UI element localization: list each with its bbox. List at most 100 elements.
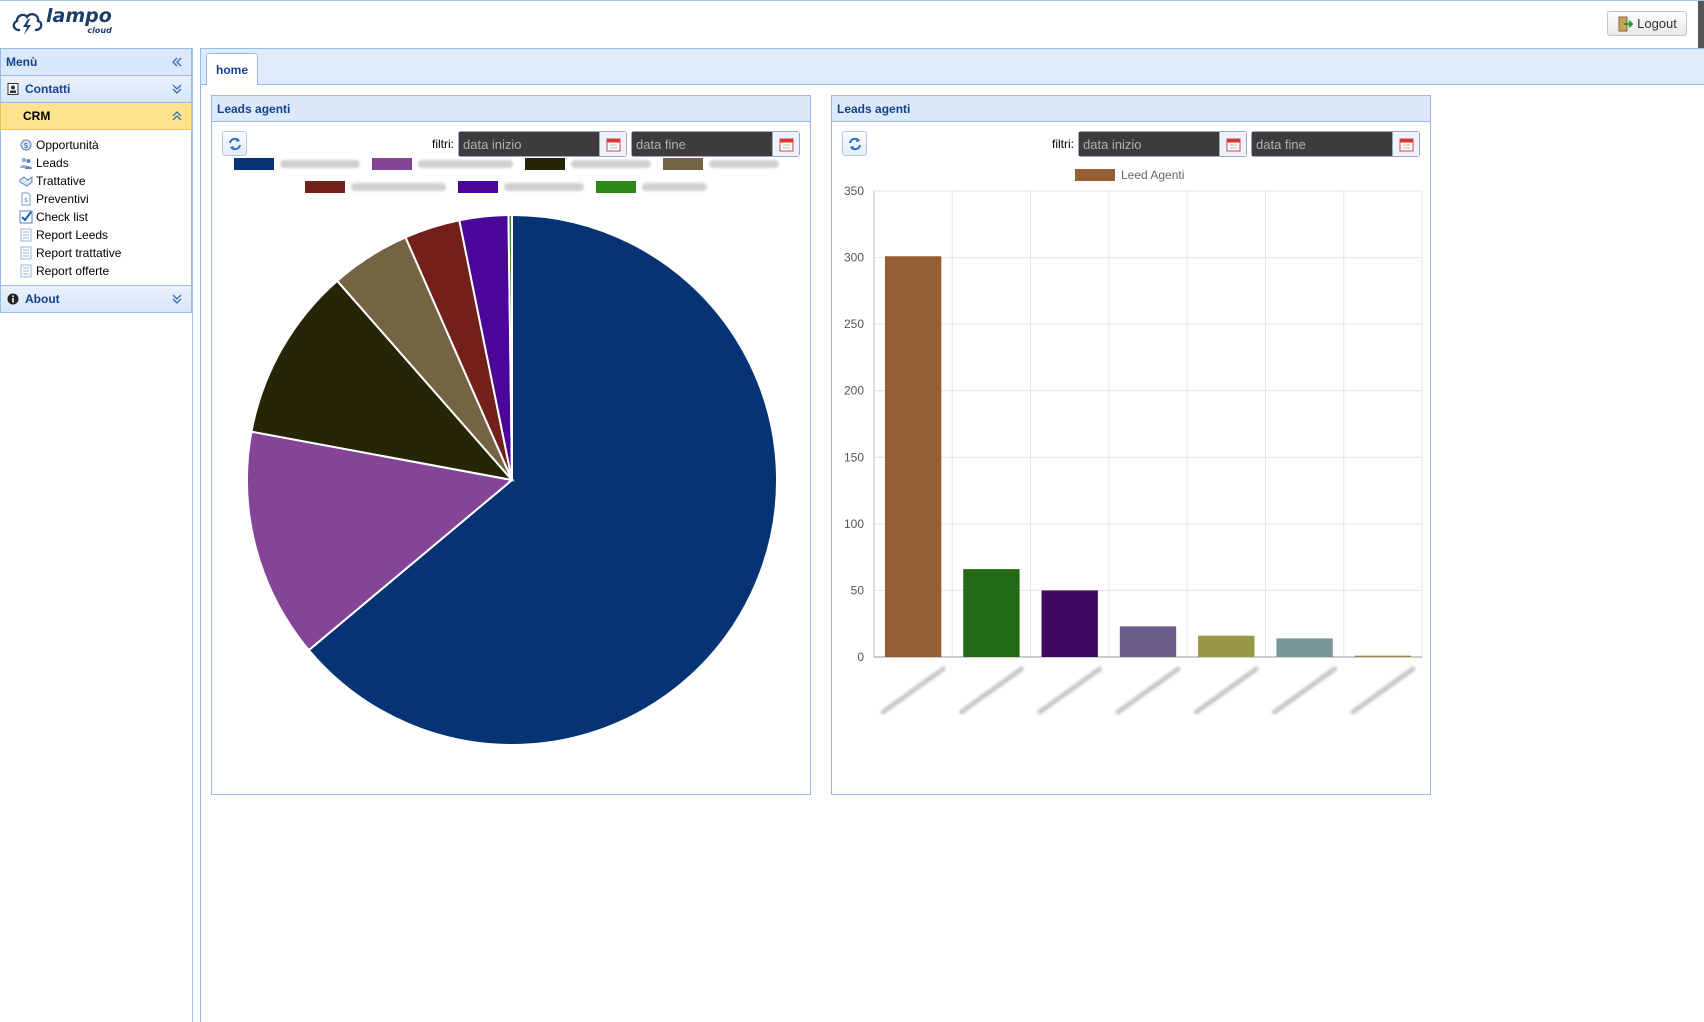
y-tick-label: 300 (844, 251, 864, 265)
sidebar-item-report-offerte[interactable]: Report offerte (1, 262, 191, 280)
calendar-icon[interactable] (599, 132, 626, 156)
legend-label-obscured (351, 183, 446, 191)
sidebar-item-label: Report Leeds (36, 228, 109, 242)
end-date-field[interactable] (631, 131, 800, 157)
sidebar-item-report-leeds[interactable]: Report Leeds (1, 226, 191, 244)
sidebar-section-label: About (25, 292, 60, 306)
calendar-icon[interactable] (1392, 132, 1419, 156)
panel-title: Leads agenti (832, 96, 1430, 122)
refresh-button[interactable] (222, 131, 247, 156)
sidebar-item-opportunita[interactable]: $ Opportunità (1, 136, 191, 154)
legend-label-obscured (279, 160, 360, 168)
end-date-input[interactable] (1252, 132, 1392, 156)
pie-slice[interactable] (250, 279, 515, 482)
legend-swatch (662, 158, 703, 170)
logout-button[interactable]: Logout (1607, 11, 1687, 36)
pie-legend-item (371, 158, 513, 170)
bar[interactable] (1198, 635, 1255, 657)
report-icon (19, 228, 33, 242)
leads-agenti-bar-panel: Leads agenti filtri: Leed Agenti 0 50 100 1… (831, 95, 1431, 795)
tab-home[interactable]: home (206, 53, 258, 85)
sidebar-item-label: Check list (36, 210, 89, 224)
y-tick-label: 350 (844, 184, 864, 198)
sidebar-section-contatti[interactable]: Contatti (0, 76, 192, 103)
legend-label-obscured (642, 183, 707, 191)
sidebar-item-check-list[interactable]: Check list (1, 208, 191, 226)
legend-swatch (524, 158, 565, 170)
refresh-button[interactable] (842, 131, 867, 156)
y-tick-label: 250 (844, 317, 864, 331)
logout-label: Logout (1637, 16, 1677, 31)
panel-title: Leads agenti (212, 96, 810, 122)
app-header: lampo cloud Logout (0, 0, 1704, 49)
users-icon (19, 156, 33, 170)
calendar-icon[interactable] (772, 132, 799, 156)
legend-swatch (596, 181, 636, 193)
bar[interactable] (1041, 590, 1098, 657)
x-category-label-obscured (958, 666, 1024, 715)
sidebar-item-label: Report trattative (36, 246, 122, 260)
bar[interactable] (1276, 638, 1333, 657)
legend-swatch (1075, 169, 1115, 181)
pie-slice[interactable] (507, 213, 513, 481)
pie-legend-item (662, 158, 779, 170)
pie-legend-item (458, 181, 584, 193)
sidebar-item-label: Preventivi (36, 192, 89, 206)
cloud-bolt-icon (12, 13, 43, 35)
report-icon (19, 264, 33, 278)
legend-label-obscured (504, 183, 584, 191)
legend-swatch (233, 158, 274, 170)
sidebar-section-crm[interactable]: CRM (0, 103, 192, 130)
sidebar-title: Menù (6, 55, 38, 69)
x-category-label-obscured (1037, 666, 1103, 715)
pie-legend-item (596, 181, 707, 193)
legend-swatch (371, 158, 412, 170)
end-date-input[interactable] (632, 132, 772, 156)
start-date-input[interactable] (459, 132, 599, 156)
start-date-field[interactable] (1078, 131, 1247, 157)
legend-label-obscured (708, 160, 779, 168)
calendar-icon[interactable] (1219, 132, 1246, 156)
main-content: home (200, 48, 1704, 1022)
bar[interactable] (884, 256, 942, 657)
sidebar-item-label: Leads (36, 156, 69, 170)
sidebar-section-about[interactable]: About (0, 286, 192, 313)
sidebar-item-preventivi[interactable]: $ Preventivi (1, 190, 191, 208)
bar[interactable] (963, 569, 1020, 657)
legend-swatch (305, 181, 345, 193)
window-scrollbar[interactable] (1698, 1, 1704, 49)
legend-swatch (458, 181, 498, 193)
bar-legend-item: Leed Agenti (1075, 168, 1184, 182)
sidebar-item-trattative[interactable]: Trattative (1, 172, 191, 190)
sidebar-section-label: Contatti (25, 82, 71, 96)
pie-slice[interactable] (307, 213, 778, 746)
pie-slice[interactable] (246, 430, 515, 652)
start-date-field[interactable] (458, 131, 627, 157)
pie-chart (246, 213, 778, 746)
x-category-label-obscured (880, 666, 946, 715)
sidebar-section-label: CRM (23, 109, 51, 123)
refresh-icon (848, 137, 861, 150)
bar[interactable] (1119, 626, 1177, 657)
pie-legend-item (233, 158, 360, 170)
logout-icon (1618, 16, 1634, 31)
sidebar-item-label: Opportunità (36, 138, 99, 152)
svg-text:$: $ (23, 141, 28, 150)
x-category-label-obscured (1272, 666, 1338, 715)
start-date-input[interactable] (1079, 132, 1219, 156)
bar[interactable] (1354, 655, 1412, 657)
double-chevron-down-icon (172, 294, 182, 304)
legend-label-obscured (417, 160, 513, 168)
sidebar-item-leads[interactable]: Leads (1, 154, 191, 172)
refresh-icon (228, 137, 241, 150)
x-category-label-obscured (1115, 666, 1181, 715)
y-tick-label: 150 (844, 450, 864, 464)
logo-sub-text: cloud (87, 26, 112, 35)
end-date-field[interactable] (1251, 131, 1420, 157)
crm-menu-list: $ Opportunità Leads Trattative $ Prevent… (0, 130, 192, 286)
sidebar-item-report-trattative[interactable]: Report trattative (1, 244, 191, 262)
app-logo: lampo cloud (10, 7, 112, 41)
sidebar-item-label: Report offerte (36, 264, 110, 278)
double-chevron-left-icon[interactable] (171, 56, 183, 68)
document-icon: $ (19, 192, 33, 206)
